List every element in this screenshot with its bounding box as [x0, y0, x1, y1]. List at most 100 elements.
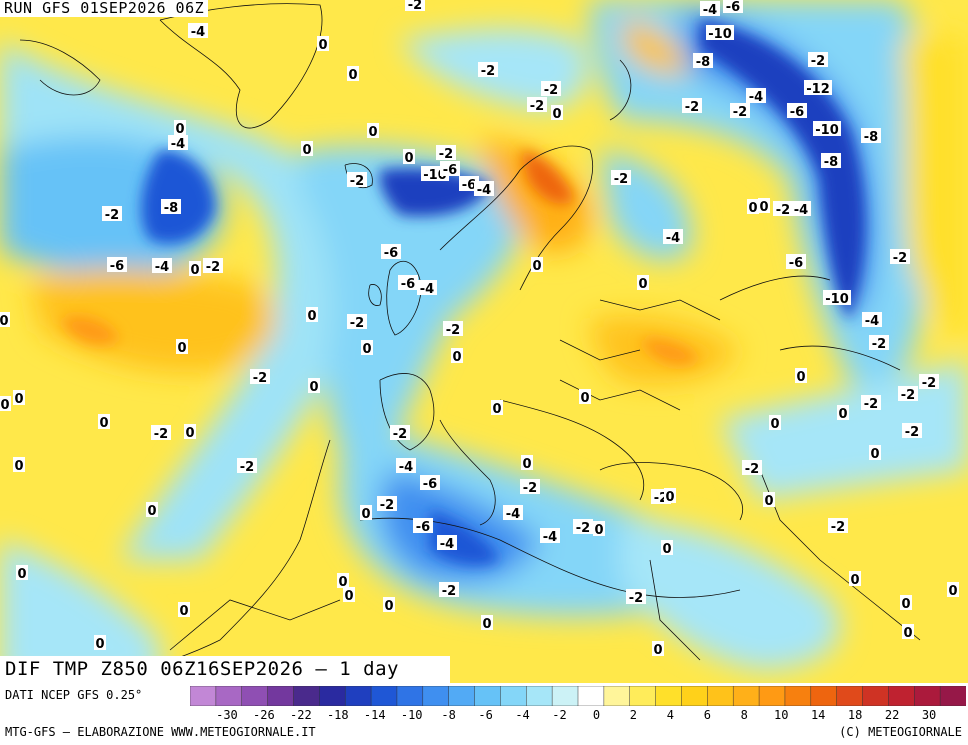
svg-text:-6: -6 — [401, 277, 415, 292]
contour-label: -4 — [663, 229, 683, 246]
svg-text:0: 0 — [665, 490, 674, 505]
colorbar-tick-label: 6 — [703, 708, 711, 722]
colorbar-tick-label: 14 — [810, 708, 826, 722]
contour-label: -8 — [161, 199, 181, 216]
contour-label: -6 — [398, 275, 418, 292]
svg-text:-6: -6 — [790, 105, 804, 120]
svg-text:-6: -6 — [384, 246, 398, 261]
contour-label: 0 — [579, 389, 591, 406]
contour-label: -2 — [520, 479, 540, 496]
contour-label: -10 — [706, 25, 734, 42]
contour-label: 0 — [551, 105, 563, 122]
contour-label: -2 — [869, 335, 889, 352]
contour-label: 0 — [747, 199, 759, 216]
contour-label: -2 — [902, 423, 922, 440]
contour-label: 0 — [174, 120, 186, 137]
svg-text:0: 0 — [594, 523, 603, 538]
svg-text:0: 0 — [638, 277, 647, 292]
svg-text:-2: -2 — [442, 584, 456, 599]
svg-text:0: 0 — [0, 398, 9, 413]
contour-label: -6 — [440, 161, 460, 178]
svg-text:-6: -6 — [416, 520, 430, 535]
contour-label: -2 — [102, 206, 122, 223]
svg-text:-2: -2 — [350, 174, 364, 189]
contour-label: -6 — [420, 475, 440, 492]
colorbar-tick-label: 18 — [847, 708, 863, 722]
colorbar-tick-label: 2 — [629, 708, 638, 722]
svg-text:-6: -6 — [110, 259, 124, 274]
svg-text:-12: -12 — [806, 82, 830, 97]
svg-text:-2: -2 — [872, 337, 886, 352]
contour-label: 0 — [795, 368, 807, 385]
svg-text:0: 0 — [99, 416, 108, 431]
colorbar-tick-label: -6 — [478, 708, 493, 722]
contour-label: 0 — [347, 66, 359, 83]
weather-map: -4 -2 -4 -6 0 0 -10 -8 -2 -2 -2 -2 0 -12 -4 -2 -2 -6 0 0 -10… — [0, 0, 968, 683]
colorbar-cell — [396, 686, 424, 706]
contour-label: -10 — [813, 121, 841, 138]
svg-text:-8: -8 — [696, 55, 710, 70]
colorbar-tick-label: 0 — [592, 708, 601, 722]
contour-label: -2 — [541, 81, 561, 98]
contour-label: -8 — [693, 53, 713, 70]
svg-text:-2: -2 — [154, 427, 168, 442]
contour-label: 0 — [849, 571, 861, 588]
contour-label: -2 — [439, 582, 459, 599]
contour-label: 0 — [531, 257, 543, 274]
contour-label: -10 — [823, 290, 851, 307]
svg-text:-2: -2 — [240, 460, 254, 475]
svg-text:-2: -2 — [614, 172, 628, 187]
contour-label: 0 — [308, 378, 320, 395]
contour-label: 0 — [664, 488, 676, 505]
svg-text:0: 0 — [770, 417, 779, 432]
contour-label: -2 — [347, 172, 367, 189]
svg-text:-4: -4 — [543, 530, 557, 545]
colorbar-ticks: -30 -26 -22 -18 -14 -10 -8 -6 -4 -2 0 2 4 6 8 10 14 18 22 3… — [190, 708, 966, 722]
contour-label: 0 — [902, 624, 914, 641]
colorbar-cell — [810, 686, 838, 706]
contour-label: -2 — [919, 374, 939, 391]
contour-label: 0 — [661, 540, 673, 557]
svg-text:0: 0 — [179, 604, 188, 619]
svg-text:0: 0 — [368, 125, 377, 140]
svg-text:0: 0 — [175, 122, 184, 137]
field-title: DIF TMP Z850 06Z16SEP2026 – 1 day — [0, 656, 450, 683]
colorbar-tick-label: 30 — [921, 708, 937, 722]
svg-text:-2: -2 — [629, 591, 643, 606]
contour-label: -4 — [417, 280, 437, 297]
svg-text:0: 0 — [492, 402, 501, 417]
colorbar-cell — [241, 686, 269, 706]
svg-text:-4: -4 — [440, 537, 454, 552]
contour-label: 0 — [189, 261, 201, 278]
credit-left: MTG-GFS – ELABORAZIONE WWW.METEOGIORNALE… — [5, 725, 316, 739]
contour-label: -4 — [791, 201, 811, 218]
colorbar-tick-label: 8 — [740, 708, 748, 722]
svg-text:0: 0 — [309, 380, 318, 395]
contour-label: -2 — [573, 519, 593, 536]
svg-text:0: 0 — [748, 201, 757, 216]
svg-text:0: 0 — [384, 599, 393, 614]
svg-text:0: 0 — [901, 597, 910, 612]
svg-text:-2: -2 — [481, 64, 495, 79]
svg-text:0: 0 — [17, 567, 26, 582]
contour-label: 0 — [146, 502, 158, 519]
svg-text:-2: -2 — [576, 521, 590, 536]
contour-label: -2 — [436, 145, 456, 162]
contour-label: 0 — [758, 198, 770, 215]
contour-label: 0 — [94, 635, 106, 652]
svg-text:-2: -2 — [253, 371, 267, 386]
contour-label: -4 — [503, 505, 523, 522]
contour-label: -4 — [540, 528, 560, 545]
svg-text:-2: -2 — [776, 203, 790, 218]
contour-label: -8 — [861, 128, 881, 145]
contour-label: 0 — [837, 405, 849, 422]
svg-text:-2: -2 — [105, 208, 119, 223]
colorbar-cell — [215, 686, 243, 706]
svg-text:-2: -2 — [408, 0, 422, 13]
svg-text:-2: -2 — [544, 83, 558, 98]
svg-text:-2: -2 — [380, 498, 394, 513]
contour-label: 0 — [13, 390, 25, 407]
svg-text:-2: -2 — [393, 427, 407, 442]
svg-text:-4: -4 — [506, 507, 520, 522]
svg-text:-10: -10 — [815, 123, 839, 138]
